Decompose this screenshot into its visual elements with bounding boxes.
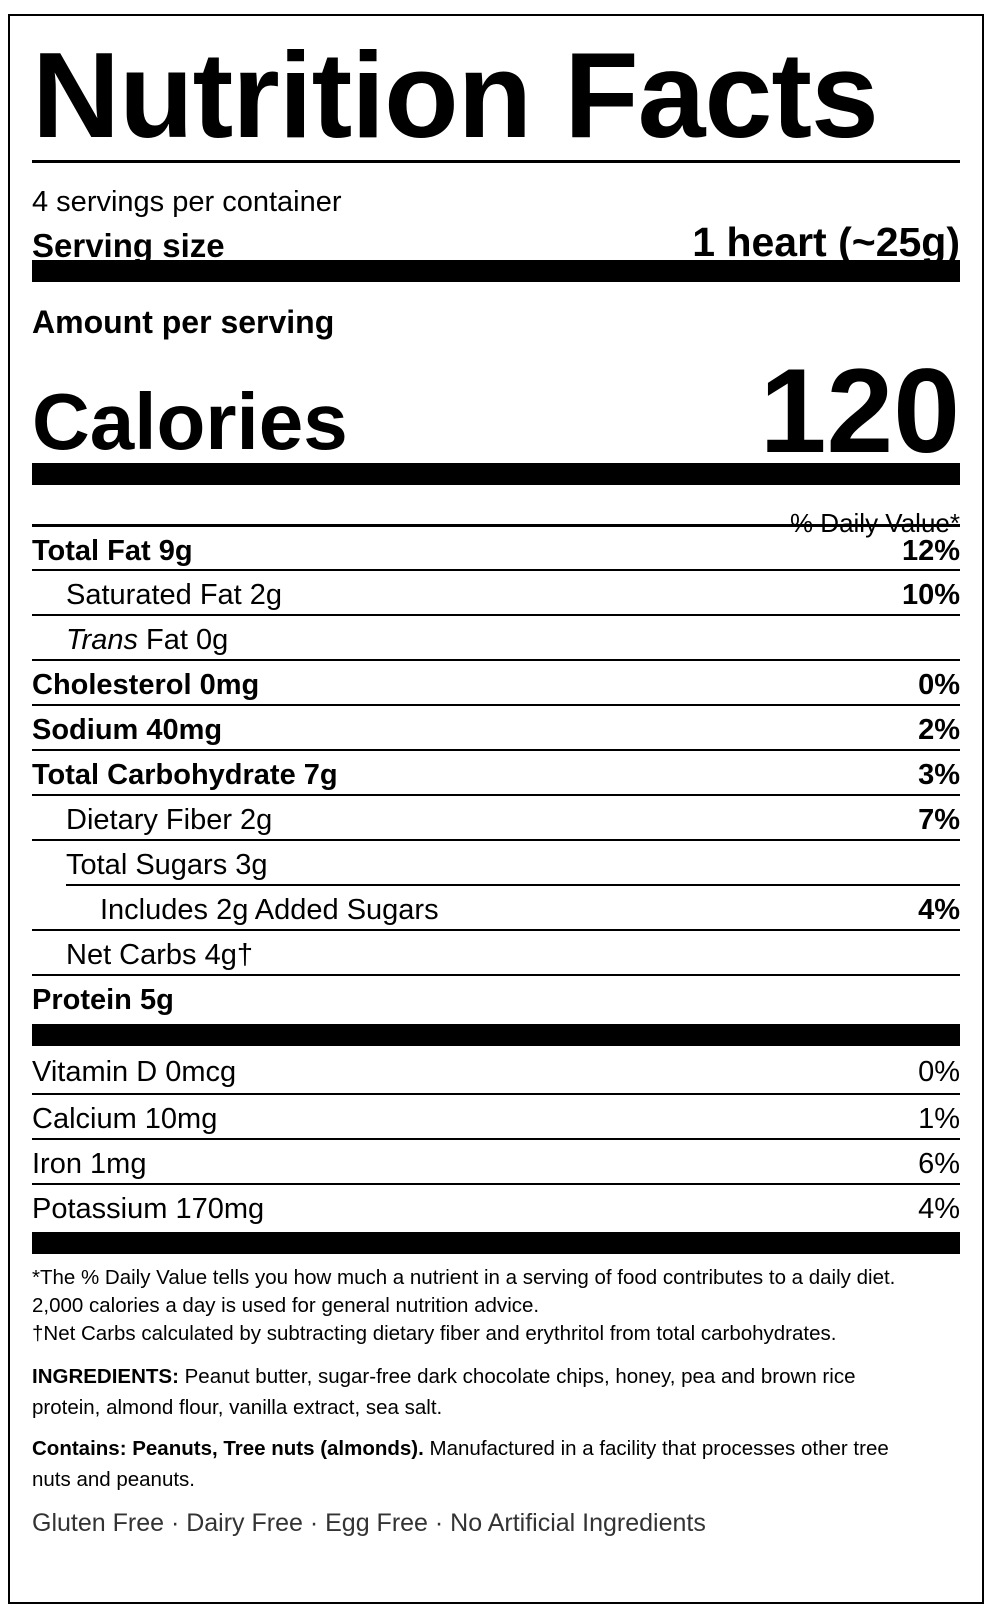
vitamin-name: Potassium 170mg bbox=[32, 1193, 265, 1225]
nutrient-name: Net Carbs 4g† bbox=[66, 939, 253, 971]
nutrient-dv: 2% bbox=[918, 714, 960, 746]
nutrient-name: Includes 2g Added Sugars bbox=[100, 894, 439, 926]
ingredients-line-2: protein, almond flour, vanilla extract, … bbox=[32, 1396, 443, 1419]
nutrient-name: Dietary Fiber 2g bbox=[66, 804, 273, 836]
contains-label: Contains: Peanuts, Tree nuts (almonds). bbox=[32, 1437, 424, 1460]
nutrient-name: Total Fat 9g bbox=[32, 535, 193, 567]
nutrient-dv: 4% bbox=[918, 894, 960, 926]
vitamin-name: Calcium 10mg bbox=[32, 1103, 218, 1135]
nutrient-row-saturated-fat: Saturated Fat 2g 10% bbox=[32, 569, 960, 616]
ingredients-text-1: Peanut butter, sugar-free dark chocolate… bbox=[178, 1365, 856, 1388]
daily-value-header: % Daily Value* bbox=[789, 508, 960, 538]
label-title: Nutrition Facts bbox=[32, 27, 879, 163]
nutrient-row-dietary-fiber: Dietary Fiber 2g 7% bbox=[32, 794, 960, 841]
footnote-daily-value-1: *The % Daily Value tells you how much a … bbox=[32, 1266, 896, 1289]
nutrient-dv: 7% bbox=[918, 804, 960, 836]
nutrient-row-total-sugars: Total Sugars 3g bbox=[32, 839, 960, 886]
vitamin-name: Iron 1mg bbox=[32, 1148, 147, 1180]
footnote-net-carbs: †Net Carbs calculated by subtracting die… bbox=[32, 1322, 837, 1345]
nutrient-row-trans-fat: Trans Fat 0g bbox=[32, 614, 960, 661]
vitamin-dv: 0% bbox=[918, 1056, 960, 1088]
vitamin-name: Vitamin D 0mcg bbox=[32, 1056, 237, 1088]
allergen-line-2: nuts and peanuts. bbox=[32, 1468, 195, 1491]
nutrient-name: Sodium 40mg bbox=[32, 714, 223, 746]
thick-divider-footnote bbox=[32, 1232, 960, 1254]
ingredients-label: INGREDIENTS: bbox=[32, 1365, 179, 1388]
thick-divider-calories bbox=[32, 463, 960, 485]
servings-per-container: 4 servings per container bbox=[32, 186, 342, 218]
nutrient-name: Total Carbohydrate 7g bbox=[32, 759, 338, 791]
calories-label: Calories bbox=[32, 377, 348, 466]
nutrient-row-net-carbs: Net Carbs 4g† bbox=[32, 929, 960, 976]
serving-size-label: Serving size bbox=[32, 227, 225, 264]
free-from-claims: Gluten Free · Dairy Free · Egg Free · No… bbox=[32, 1509, 706, 1537]
nutrition-label: Nutrition Facts 4 servings per container… bbox=[8, 14, 984, 1604]
nutrient-row-total-carbohydrate: Total Carbohydrate 7g 3% bbox=[32, 749, 960, 796]
nutrient-name: Trans Fat 0g bbox=[32, 624, 228, 657]
nutrient-row-cholesterol: Cholesterol 0mg 0% bbox=[32, 659, 960, 706]
nutrient-name: Cholesterol 0mg bbox=[32, 669, 260, 701]
nutrient-dv: 3% bbox=[918, 759, 960, 791]
trans-fat-text: Fat 0g bbox=[137, 624, 229, 656]
allergen-line-1: Contains: Peanuts, Tree nuts (almonds). … bbox=[32, 1435, 889, 1463]
serving-size-value: 1 heart (~25g) bbox=[692, 219, 960, 265]
vitamin-dv: 4% bbox=[918, 1193, 960, 1225]
title-divider bbox=[32, 160, 960, 163]
thick-divider-top bbox=[32, 260, 960, 282]
vitamin-dv: 6% bbox=[918, 1148, 960, 1180]
nutrient-row-added-sugars: Includes 2g Added Sugars 4% bbox=[66, 884, 960, 931]
amount-per-serving: Amount per serving bbox=[32, 304, 335, 340]
vitamin-row-potassium: Potassium 170mg 4% bbox=[32, 1183, 960, 1230]
nutrient-dv: 0% bbox=[918, 669, 960, 701]
contains-text-1: Manufactured in a facility that processe… bbox=[423, 1437, 889, 1460]
thick-divider-vitamins bbox=[32, 1024, 960, 1046]
vitamin-row-calcium: Calcium 10mg 1% bbox=[32, 1093, 960, 1140]
ingredients-line-1: INGREDIENTS: Peanut butter, sugar-free d… bbox=[32, 1363, 855, 1391]
calories-value: 120 bbox=[759, 344, 960, 478]
nutrient-name: Total Sugars 3g bbox=[66, 849, 268, 881]
vitamin-row-iron: Iron 1mg 6% bbox=[32, 1138, 960, 1185]
nutrient-row-sodium: Sodium 40mg 2% bbox=[32, 704, 960, 751]
nutrient-name: Protein 5g bbox=[32, 984, 174, 1016]
nutrient-dv: 10% bbox=[901, 579, 960, 611]
vitamin-row-vitamin-d: Vitamin D 0mcg 0% bbox=[32, 1048, 960, 1093]
nutrient-row-total-fat: Total Fat 9g 12% bbox=[32, 524, 960, 572]
trans-italic: Trans bbox=[66, 624, 138, 656]
nutrient-dv: 12% bbox=[901, 535, 960, 567]
nutrient-name: Saturated Fat 2g bbox=[66, 579, 283, 611]
nutrient-row-protein: Protein 5g bbox=[32, 974, 960, 1021]
vitamin-dv: 1% bbox=[918, 1103, 960, 1135]
footnote-daily-value-2: 2,000 calories a day is used for general… bbox=[32, 1294, 540, 1317]
